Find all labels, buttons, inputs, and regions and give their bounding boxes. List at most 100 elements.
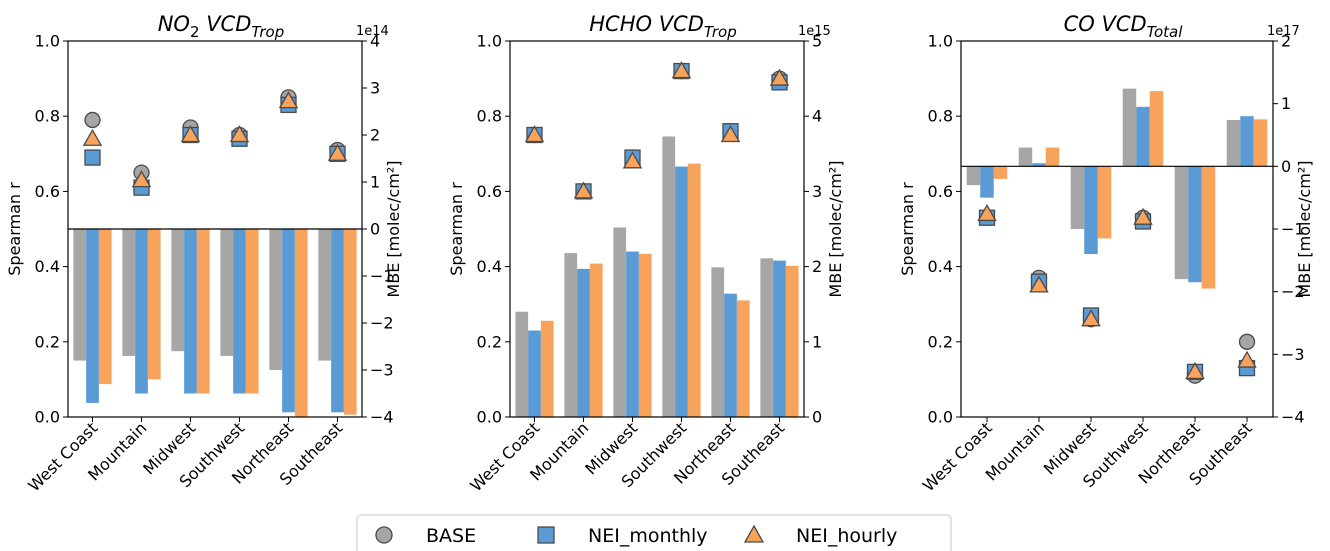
title-mid: VCD [1095, 12, 1147, 36]
nei-hourly-marker [769, 68, 790, 86]
base-marker [1238, 333, 1256, 350]
right-axis-label: MBE [molec/cm²] [1295, 160, 1314, 297]
panel-title: HCHO VCDTrop [589, 12, 737, 41]
mbe-bar [1018, 147, 1033, 167]
mbe-bar [294, 229, 308, 417]
mbe-bar [638, 253, 652, 417]
mbe-bar [675, 166, 688, 417]
right-tick-label: −3 [1281, 345, 1305, 364]
nei-hourly-marker [671, 61, 692, 79]
right-axis-label: MBE [molec/cm²] [826, 160, 845, 297]
nei-hourly-marker [131, 170, 152, 188]
mbe-bar [540, 320, 554, 417]
legend-label: NEI_hourly [796, 525, 897, 547]
left-axis-label: Spearman r [898, 182, 917, 276]
mbe-bar [147, 229, 161, 380]
right-tick-label: −4 [370, 408, 394, 427]
nei-hourly-marker [977, 204, 997, 222]
axes-frame [509, 40, 805, 418]
mbe-bar [1226, 119, 1241, 167]
left-tick-label: 0.0 [477, 408, 502, 427]
base-marker [84, 111, 101, 129]
mbe-bar [1253, 119, 1268, 167]
mbe-bar [122, 229, 136, 356]
nei-hourly-marker [1185, 361, 1205, 379]
mbe-bar [98, 229, 112, 385]
mbe-bar [626, 251, 639, 417]
left-axis-label: Spearman r [5, 182, 24, 276]
nei-hourly-marker [720, 125, 741, 143]
mbe-bar [1201, 166, 1216, 289]
mbe-bar [73, 229, 87, 361]
mbe-bar [515, 311, 529, 417]
right-tick-label: 1 [1281, 94, 1291, 113]
mbe-bar [1084, 166, 1098, 255]
left-tick-label: 0.0 [35, 408, 60, 427]
right-tick-label: −1 [370, 267, 394, 286]
nei-hourly-marker [573, 181, 594, 199]
mbe-bar [724, 293, 737, 417]
right-tick-label: 2 [812, 257, 822, 276]
nei-hourly-marker [327, 143, 348, 161]
right-tick-label: −2 [1281, 282, 1305, 301]
title-subscript: 2 [190, 23, 200, 41]
nei-hourly-marker [622, 151, 643, 169]
mbe-bar [528, 330, 541, 417]
legend-label: BASE [426, 525, 476, 547]
mbe-bar [331, 229, 344, 413]
mbe-bar [135, 229, 148, 394]
right-tick-label: 1 [812, 332, 822, 351]
mbe-bar [564, 253, 578, 417]
mbe-bar [773, 260, 786, 417]
legend-frame [356, 514, 952, 551]
left-tick-label: 0.6 [928, 182, 953, 201]
right-tick-label: 0 [1281, 157, 1291, 176]
right-axis-offset: 1e14 [356, 24, 389, 39]
nei-hourly-marker [278, 91, 299, 109]
nei-hourly-marker [180, 125, 201, 143]
mbe-bar [785, 265, 799, 417]
mbe-bar [687, 163, 701, 417]
right-tick-label: 5 [812, 32, 822, 51]
right-tick-label: 2 [1281, 32, 1291, 51]
nei-hourly-marker [229, 125, 250, 143]
right-axis-offset: 1e17 [1267, 24, 1300, 39]
mbe-bar [1174, 166, 1189, 280]
left-tick-label: 0.0 [928, 408, 953, 427]
nei-hourly-marker [524, 125, 545, 143]
legend-square-icon [537, 526, 555, 544]
mbe-bar [196, 229, 210, 394]
axes-frame [960, 40, 1274, 418]
title-mid: VCD [652, 12, 704, 36]
nei-hourly-marker [1081, 309, 1101, 327]
mbe-bar [1097, 166, 1112, 239]
mbe-bar [1188, 166, 1202, 283]
right-axis-label: MBE [molec/cm²] [384, 160, 403, 297]
mbe-bar [220, 229, 234, 356]
panel-1: 0.0 0.2 0.4 0.6 0.8 1.0 −4 −3 −2 −1 0 1 2 3 4 West Coas… [5, 12, 403, 495]
mbe-bar [171, 229, 185, 352]
right-tick-label: 3 [370, 79, 380, 98]
right-tick-label: −2 [370, 314, 394, 333]
left-tick-label: 0.2 [477, 332, 502, 351]
right-axis-offset: 1e15 [798, 24, 831, 39]
mbe-bar [184, 229, 197, 394]
right-tick-label: −4 [1281, 408, 1305, 427]
left-tick-label: 0.6 [35, 182, 60, 201]
title-main: CO [1064, 12, 1095, 36]
mbe-bar [993, 166, 1008, 179]
mbe-bar [577, 268, 590, 417]
left-tick-label: 0.8 [477, 107, 502, 126]
mbe-bar [245, 229, 259, 394]
right-tick-label: 0 [370, 220, 380, 239]
mbe-bar [980, 166, 994, 198]
panel-3: 0.0 0.2 0.4 0.6 0.8 1.0 −4 −3 −2 −1 0 1 2 West Coast M… [898, 12, 1314, 495]
mbe-bar [736, 300, 750, 417]
title-mid: VCD [200, 12, 252, 36]
category-label: West Coast [24, 418, 101, 495]
mbe-bar [1045, 147, 1060, 167]
left-axis-label: Spearman r [447, 182, 466, 276]
left-tick-label: 0.2 [928, 332, 953, 351]
mbe-bar [282, 229, 295, 413]
